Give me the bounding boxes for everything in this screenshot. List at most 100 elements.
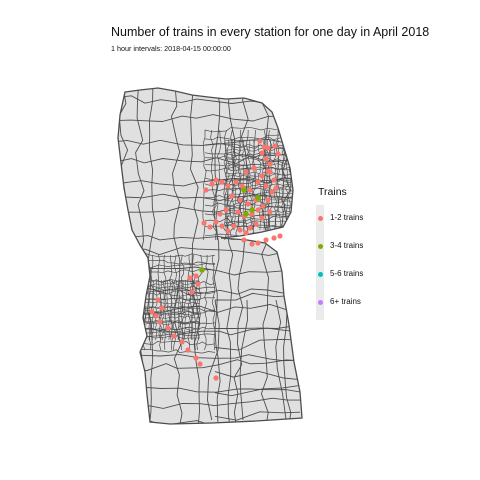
station-marker bbox=[243, 169, 249, 175]
tract-boundary bbox=[107, 85, 118, 430]
station-marker bbox=[265, 197, 271, 203]
tract-boundary bbox=[257, 139, 262, 231]
tract-boundary bbox=[176, 279, 180, 341]
station-marker bbox=[233, 179, 239, 185]
legend-label: 3-4 trains bbox=[330, 241, 364, 250]
station-marker bbox=[255, 207, 261, 213]
station-marker bbox=[249, 241, 255, 247]
tract-boundary bbox=[207, 299, 220, 421]
legend-label: 1-2 trains bbox=[330, 213, 364, 222]
station-marker bbox=[269, 189, 275, 195]
station-marker bbox=[225, 183, 231, 189]
tract-boundary bbox=[139, 297, 216, 301]
tract-boundary bbox=[144, 301, 201, 305]
station-marker bbox=[153, 313, 159, 319]
station-marker bbox=[159, 305, 165, 311]
tract-boundary bbox=[204, 142, 296, 150]
tract-boundary bbox=[139, 306, 216, 312]
station-marker bbox=[213, 375, 219, 381]
tract-boundary bbox=[224, 220, 296, 224]
station-marker bbox=[245, 201, 251, 207]
tract-boundary bbox=[204, 177, 296, 182]
tract-boundary bbox=[213, 88, 221, 424]
legend-item-5-6: 5-6 trains bbox=[316, 261, 406, 289]
station-marker bbox=[237, 227, 243, 233]
legend-item-1-2: 1-2 trains bbox=[316, 205, 406, 233]
tract-boundary bbox=[267, 139, 272, 231]
tract-boundary bbox=[195, 279, 200, 341]
tract-boundary bbox=[139, 341, 216, 346]
legend-title: Trains bbox=[318, 186, 347, 198]
station-marker bbox=[271, 235, 277, 241]
station-marker bbox=[267, 161, 273, 167]
station-marker bbox=[255, 179, 261, 185]
tract-boundary bbox=[214, 370, 301, 381]
tract-boundary bbox=[169, 279, 173, 341]
station-marker bbox=[257, 138, 263, 144]
station-marker bbox=[259, 150, 265, 156]
station-marker bbox=[263, 156, 269, 162]
legend-key-background bbox=[316, 205, 324, 320]
tract-boundary bbox=[151, 279, 155, 341]
station-marker bbox=[195, 281, 201, 287]
tract-boundary bbox=[181, 279, 185, 341]
station-marker bbox=[209, 181, 215, 187]
tract-boundary bbox=[148, 254, 154, 351]
station-marker bbox=[219, 223, 225, 229]
station-marker bbox=[241, 237, 247, 243]
tract-boundary bbox=[144, 319, 201, 324]
station-marker bbox=[275, 151, 281, 157]
station-marker bbox=[213, 219, 219, 225]
station-marker bbox=[272, 143, 278, 149]
station-marker bbox=[207, 224, 213, 230]
tract-boundary bbox=[215, 324, 301, 329]
tract-boundary bbox=[166, 279, 170, 341]
tract-boundary bbox=[189, 88, 201, 424]
station-marker bbox=[149, 309, 155, 315]
tract-boundary bbox=[161, 279, 165, 341]
station-marker bbox=[157, 319, 163, 325]
tract-boundary bbox=[157, 254, 162, 351]
station-marker bbox=[260, 203, 266, 209]
legend-item-3-4: 3-4 trains bbox=[316, 233, 406, 261]
map-title: Number of trains in every station for on… bbox=[111, 25, 430, 39]
station-marker bbox=[231, 223, 237, 229]
tract-boundary bbox=[230, 139, 235, 231]
tract-boundary bbox=[224, 165, 296, 171]
legend-item-6-plus: 6+ trains bbox=[316, 289, 406, 317]
tract-boundary bbox=[280, 139, 285, 231]
station-marker bbox=[265, 145, 271, 151]
tract-boundary bbox=[139, 349, 216, 354]
tract-boundary bbox=[275, 299, 287, 421]
tract-boundary bbox=[214, 411, 301, 421]
station-marker bbox=[249, 211, 255, 217]
station-marker bbox=[243, 230, 249, 236]
tract-boundary bbox=[144, 327, 201, 331]
tract-boundary bbox=[170, 88, 183, 424]
station-marker bbox=[193, 273, 199, 279]
station-marker bbox=[251, 165, 257, 171]
tract-boundary bbox=[224, 214, 296, 219]
station-marker bbox=[201, 220, 207, 226]
tract-boundary bbox=[224, 187, 296, 192]
tract-boundary bbox=[202, 130, 207, 241]
tract-boundary bbox=[204, 194, 296, 199]
station-marker bbox=[255, 195, 261, 201]
tract-boundary bbox=[178, 279, 182, 341]
tract-boundary bbox=[139, 333, 216, 338]
map-subtitle: 1 hour intervals: 2018-04-15 00:00:00 bbox=[111, 44, 231, 53]
legend-dot-icon bbox=[318, 300, 323, 305]
station-marker bbox=[247, 187, 253, 193]
tract-boundary bbox=[203, 255, 209, 351]
tract-boundary bbox=[292, 129, 299, 241]
station-marker bbox=[261, 144, 267, 150]
tract-boundary bbox=[137, 254, 142, 351]
station-marker bbox=[235, 209, 241, 215]
station-marker bbox=[187, 275, 193, 281]
tract-boundary bbox=[139, 253, 216, 257]
station-marker bbox=[155, 297, 161, 303]
station-marker bbox=[165, 325, 171, 331]
tract-boundary bbox=[144, 313, 201, 316]
tract-boundary bbox=[204, 167, 296, 172]
